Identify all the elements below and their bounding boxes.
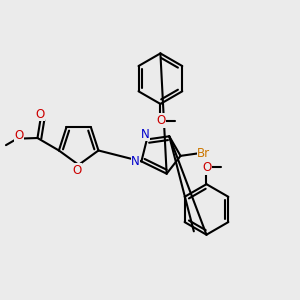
Text: Br: Br	[197, 147, 210, 160]
Text: O: O	[14, 128, 23, 142]
Text: O: O	[156, 114, 166, 127]
Text: O: O	[73, 164, 82, 177]
Text: N: N	[131, 155, 140, 169]
Text: O: O	[35, 108, 44, 121]
Text: N: N	[141, 128, 150, 141]
Text: O: O	[202, 161, 212, 174]
